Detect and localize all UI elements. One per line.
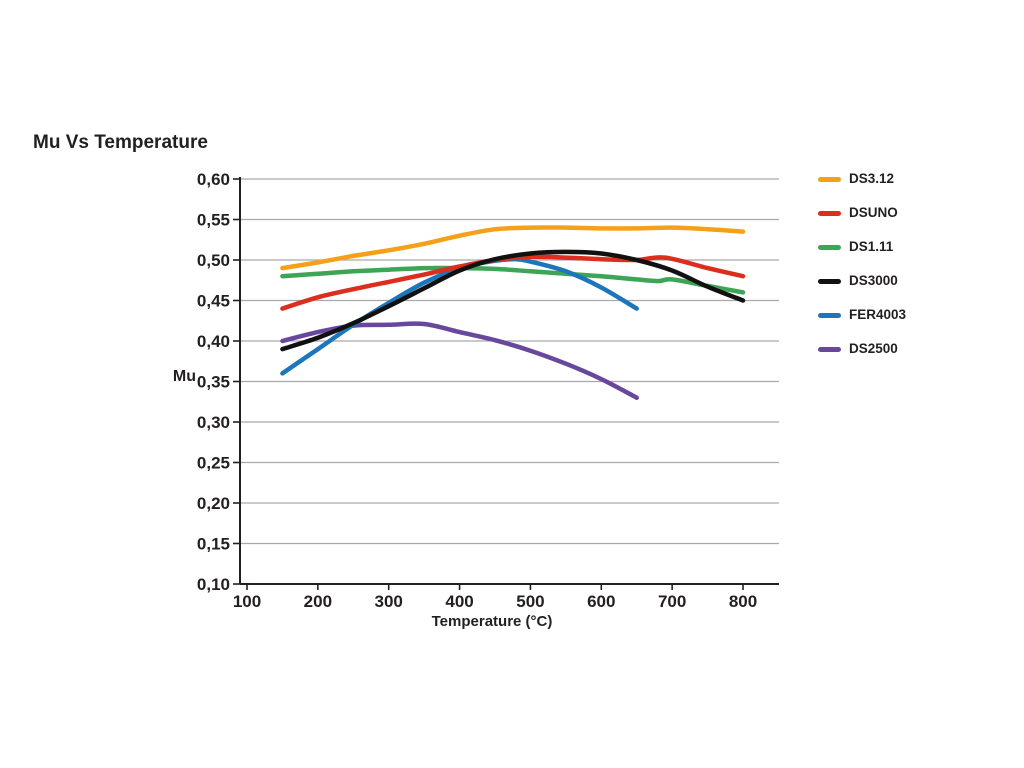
legend-swatch-icon	[818, 312, 841, 318]
legend-swatch-icon	[818, 346, 841, 352]
legend-label: DS1.11	[849, 239, 894, 255]
legend-swatch-icon	[818, 244, 841, 250]
y-axis-title: Mu	[172, 368, 196, 385]
legend-item-DS3.12: DS3.12	[818, 162, 906, 196]
y-tick-label: 0,20	[197, 494, 230, 513]
y-tick-label: 0,10	[197, 575, 230, 594]
series-line-FER4003	[280, 256, 639, 376]
x-tick-label: 400	[445, 592, 473, 611]
series-line-DS3000	[280, 249, 746, 352]
legend-item-DSUNO: DSUNO	[818, 196, 906, 230]
y-tick-label: 0,45	[197, 292, 230, 311]
legend-label: DS3.12	[849, 171, 895, 187]
y-tick-label: 0,25	[197, 454, 230, 473]
y-tick-label: 0,60	[197, 170, 230, 189]
chart-title: Mu Vs Temperature	[33, 132, 208, 153]
legend-item-FER4003: FER4003	[818, 298, 906, 332]
x-tick-label: 500	[516, 592, 544, 611]
legend: DS3.12 DSUNO DS1.11 DS3000 FER4003 DS250…	[818, 162, 906, 366]
x-axis-title: Temperature (°C)	[431, 613, 553, 630]
series-line-DS1.11	[280, 265, 746, 295]
y-tick-label: 0,40	[197, 332, 230, 351]
legend-label: DSUNO	[849, 205, 898, 221]
y-tick-label: 0,55	[197, 211, 230, 230]
y-tick-label: 0,15	[197, 535, 230, 554]
legend-label: DS3000	[849, 273, 898, 289]
y-tick-label: 0,50	[197, 251, 230, 270]
legend-swatch-icon	[818, 176, 841, 182]
legend-swatch-icon	[818, 210, 841, 216]
x-tick-label: 600	[587, 592, 615, 611]
legend-item-DS2500: DS2500	[818, 332, 906, 366]
x-tick-label: 100	[233, 592, 261, 611]
legend-label: DS2500	[849, 341, 898, 357]
x-tick-label: 800	[729, 592, 757, 611]
x-tick-label: 700	[658, 592, 686, 611]
legend-label: FER4003	[849, 307, 907, 323]
legend-item-DS1.11: DS1.11	[818, 230, 906, 264]
x-tick-label: 300	[375, 592, 403, 611]
y-tick-label: 0,30	[197, 413, 230, 432]
series-line-DS3.12	[280, 225, 746, 271]
y-tick-label: 0,35	[197, 373, 230, 392]
legend-item-DS3000: DS3000	[818, 264, 906, 298]
x-tick-label: 200	[304, 592, 332, 611]
legend-swatch-icon	[818, 278, 841, 284]
